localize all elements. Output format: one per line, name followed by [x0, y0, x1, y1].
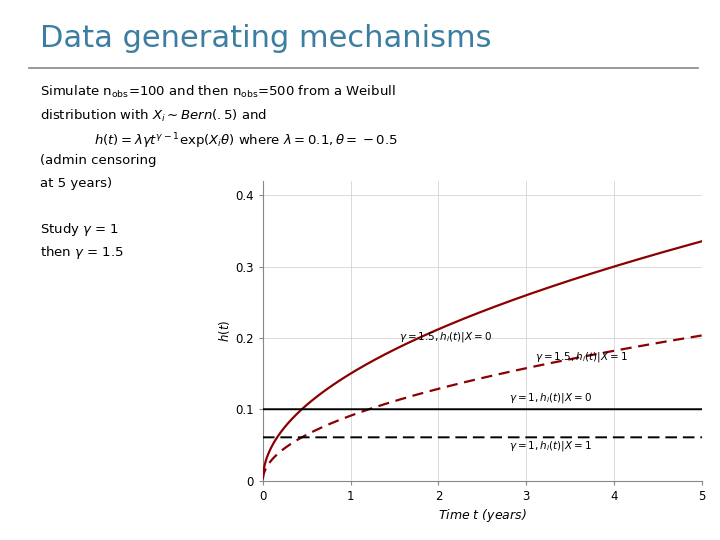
Text: $\gamma = 1.5, h_i(t)|X = 0$: $\gamma = 1.5, h_i(t)|X = 0$ [399, 330, 492, 344]
Text: distribution with $X_i{\sim}Bern(.5)$ and: distribution with $X_i{\sim}Bern(.5)$ an… [40, 108, 266, 124]
Text: $h(t) = \lambda\gamma t^{\gamma-1}\exp(X_i\theta)$ where $\lambda = 0.1, \theta : $h(t) = \lambda\gamma t^{\gamma-1}\exp(X… [94, 131, 397, 151]
Text: $\gamma = 1, h_i(t)|X = 0$: $\gamma = 1, h_i(t)|X = 0$ [509, 391, 592, 405]
Text: at 5 years): at 5 years) [40, 177, 112, 190]
Text: Data generating mechanisms: Data generating mechanisms [40, 24, 491, 53]
Y-axis label: $h(t)$: $h(t)$ [217, 320, 233, 342]
Text: Simulate n$_{\mathrm{obs}}$=100 and then n$_{\mathrm{obs}}$=500 from a Weibull: Simulate n$_{\mathrm{obs}}$=100 and then… [40, 84, 395, 100]
Text: (admin censoring: (admin censoring [40, 154, 156, 167]
Text: $\gamma = 1.5, h_i(t)|X = 1$: $\gamma = 1.5, h_i(t)|X = 1$ [535, 350, 628, 363]
Text: $\gamma = 1, h_i(t)|X = 1$: $\gamma = 1, h_i(t)|X = 1$ [509, 439, 592, 453]
Text: then $\gamma$ = 1.5: then $\gamma$ = 1.5 [40, 244, 123, 261]
X-axis label: Time $t$ (years): Time $t$ (years) [438, 507, 527, 524]
Text: Study $\gamma$ = 1: Study $\gamma$ = 1 [40, 221, 119, 238]
